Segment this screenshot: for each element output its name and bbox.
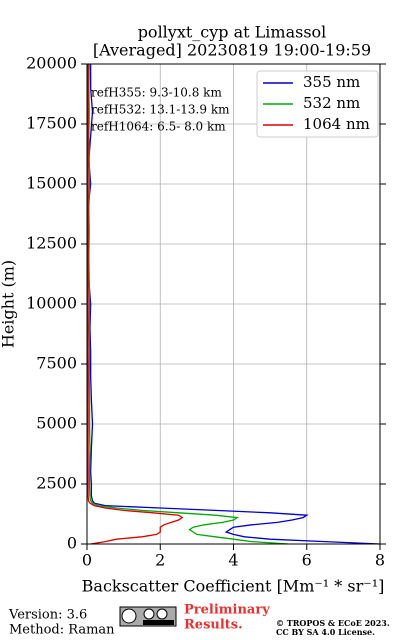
x-tick-label: 4 [228, 551, 238, 570]
annotation: refH355: 9.3-10.8 km [91, 86, 222, 100]
chart-subtitle: [Averaged] 20230819 19:00-19:59 [93, 41, 371, 60]
x-tick-label: 6 [302, 551, 312, 570]
y-tick-label: 10000 [26, 294, 77, 313]
y-tick-label: 12500 [26, 234, 77, 253]
notice: Results. [184, 618, 243, 633]
copyright: © TROPOS & ECoE 2023. [276, 618, 390, 628]
y-tick-label: 15000 [26, 174, 77, 193]
y-tick-label: 7500 [36, 354, 77, 373]
logo-icon [121, 608, 137, 624]
legend-box [256, 70, 379, 138]
profile-line [87, 64, 184, 545]
y-tick-label: 2500 [36, 474, 77, 493]
logo-band [143, 620, 174, 625]
annotation: refH1064: 6.5- 8.0 km [91, 120, 226, 134]
y-tick-label: 0 [67, 534, 77, 553]
legend-label: 532 nm [303, 94, 360, 112]
y-axis-label: Height (m) [0, 260, 18, 348]
logo-icon [143, 608, 155, 620]
plot-frame [86, 63, 381, 545]
logo-icon [156, 608, 168, 620]
y-tick-label: 17500 [26, 114, 77, 133]
method: Method: Raman [9, 623, 115, 638]
license-logo [119, 606, 177, 627]
x-tick-label: 2 [155, 551, 165, 570]
y-tick-label: 5000 [36, 414, 77, 433]
legend-label: 355 nm [303, 73, 360, 91]
x-tick-label: 8 [375, 551, 385, 570]
x-tick-label: 0 [82, 551, 92, 570]
copyright: CC BY SA 4.0 License. [276, 627, 375, 637]
chart-title: pollyxt_cyp at Limassol [138, 23, 327, 42]
annotation: refH532: 13.1-13.9 km [91, 103, 230, 117]
version: Version: 3.6 [8, 608, 87, 623]
profile-line [88, 63, 289, 545]
legend-label: 1064 nm [303, 115, 370, 133]
y-tick-label: 20000 [26, 54, 77, 73]
x-axis-label: Backscatter Coefficient [Mm⁻¹ * sr⁻¹] [82, 577, 385, 596]
notice: Preliminary [184, 603, 270, 618]
